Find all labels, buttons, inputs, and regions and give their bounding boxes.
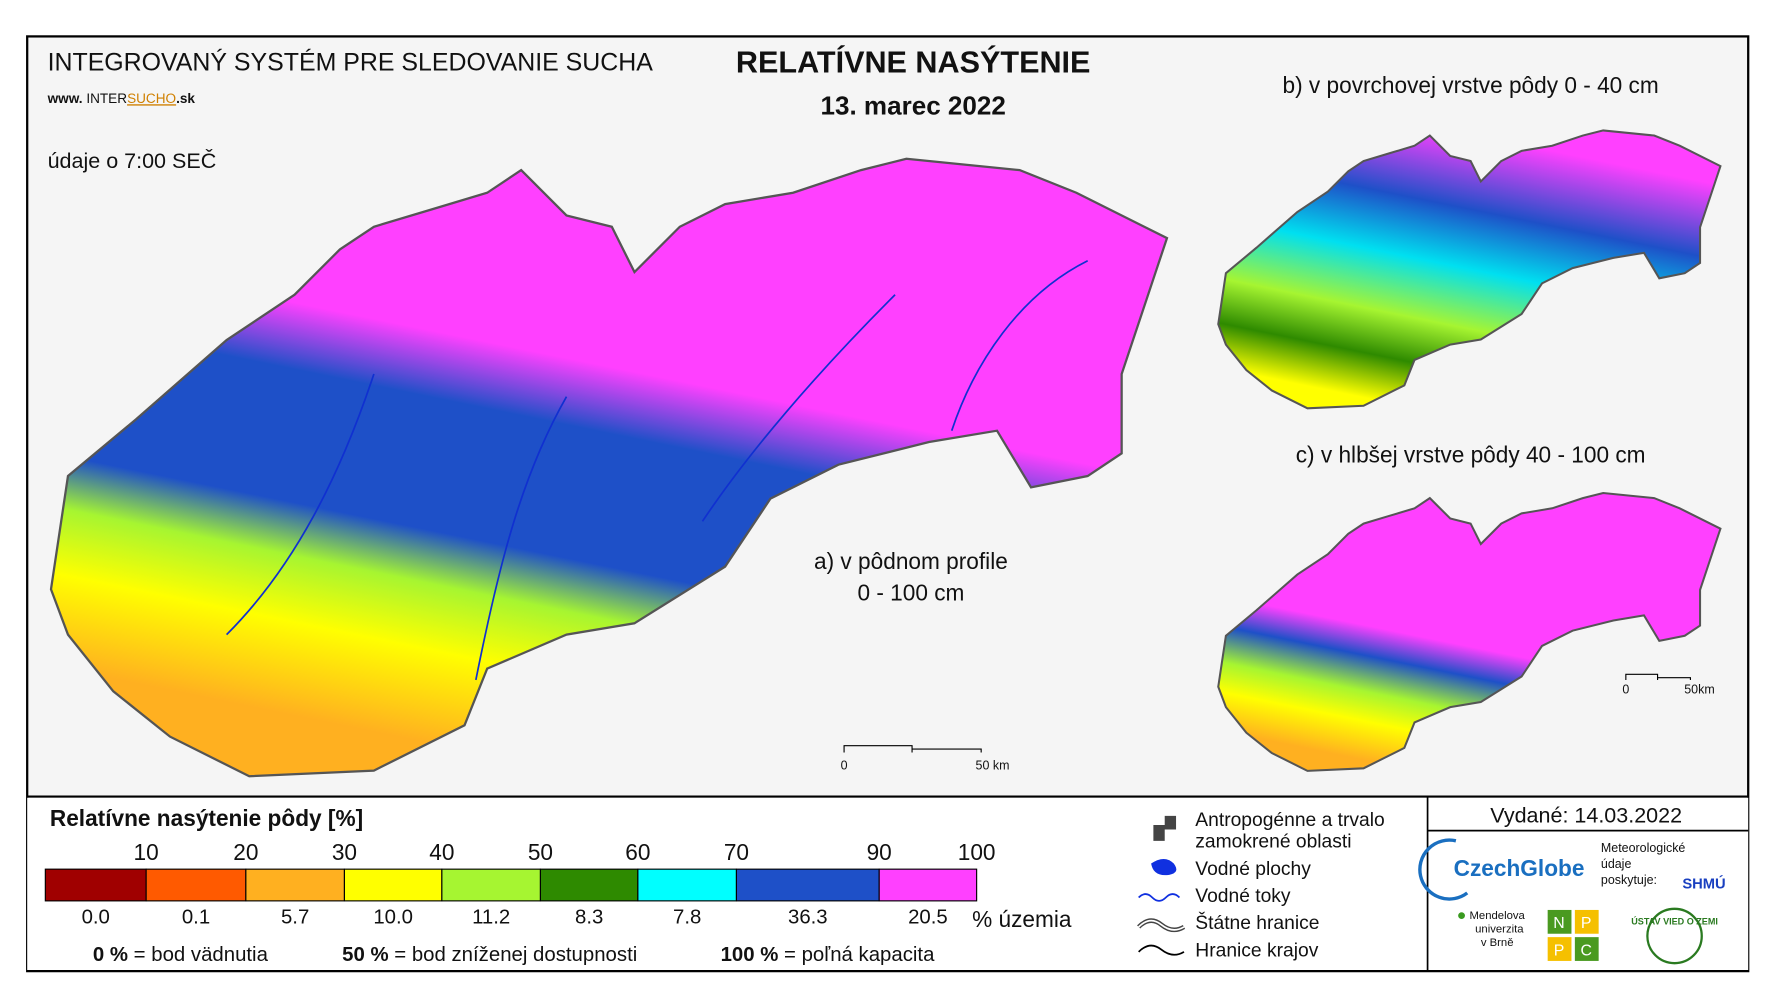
legend-bar: 0.0 0.1 5.7 10.0 11.2 8.3 7.8 36.3 20.5 10 20 30 40 5…: [44, 839, 996, 929]
legend-cell: [637, 868, 738, 902]
system-name: INTEGROVANÝ SYSTÉM PRE SLEDOVANIE SUCHA: [48, 47, 654, 76]
scale-bar: [843, 745, 982, 753]
logo-letter: C: [1580, 942, 1591, 959]
legend-cell: [878, 868, 978, 902]
symbol-label: Vodné plochy: [1195, 859, 1311, 880]
legend-cell: [539, 868, 639, 902]
symbol-label: Štátne hranice: [1195, 912, 1319, 934]
legend-threshold: 90: [867, 839, 892, 865]
logo-letter: N: [1553, 915, 1564, 932]
legend-share: 11.2: [472, 907, 510, 929]
symbol-label: Hranice krajov: [1195, 940, 1318, 961]
date: 13. marec 2022: [820, 91, 1005, 121]
symbol-label: zamokrené oblasti: [1195, 832, 1351, 853]
logo-nppc: [1574, 937, 1599, 961]
icon-region: [1138, 944, 1185, 956]
logo-text: v Brně: [1481, 937, 1514, 949]
logo-letter: P: [1581, 915, 1592, 932]
logo-shmu: SHMÚ: [1682, 874, 1725, 892]
icon-urban: [1153, 815, 1177, 841]
legend-threshold: 10: [134, 839, 159, 865]
legend-cell: [343, 868, 443, 902]
legend-share: 7.8: [673, 907, 701, 929]
logo-text: ÚSTAV VIED O ZEMI: [1631, 916, 1718, 927]
legend-threshold: 100: [958, 839, 996, 865]
legend-cell: [44, 868, 147, 902]
legend-title: Relatívne nasýtenie pôdy [%]: [50, 805, 363, 831]
icon-border: [1138, 919, 1185, 931]
note: 100 % = poľná kapacita: [721, 944, 935, 966]
logo-letter: P: [1554, 942, 1565, 959]
legend-threshold: 30: [332, 839, 357, 865]
map-depth: 0 - 100 cm: [857, 580, 964, 606]
logo-text: poskytuje:: [1601, 873, 1657, 887]
legend-cell: [245, 868, 345, 902]
logo-dot: [1458, 912, 1465, 920]
rivers: [225, 259, 1089, 681]
note: 50 % = bod zníženej dostupnosti: [342, 944, 637, 966]
logo-text: univerzita: [1475, 924, 1524, 936]
note: 0 % = bod vädnutia: [93, 944, 269, 966]
legend-share: 10.0: [373, 907, 413, 929]
logo-text: Meteorologické: [1601, 841, 1686, 855]
legend-share: 0.0: [82, 907, 110, 929]
map-label: a) v pôdnom profile: [814, 548, 1008, 574]
scale-bar: [1625, 673, 1691, 680]
scale-label: 50km: [1684, 683, 1714, 697]
legend-share: 36.3: [788, 907, 828, 929]
legend-cell: [441, 868, 542, 902]
legend-threshold: 50: [528, 839, 553, 865]
logo-nppc: [1547, 937, 1572, 961]
legend-threshold: 20: [233, 839, 258, 865]
url: www. INTERSUCHO.sk: [47, 91, 196, 106]
legend-share: 5.7: [281, 907, 309, 929]
logo-text: údaje: [1601, 857, 1632, 871]
time-note: údaje o 7:00 SEČ: [48, 148, 217, 173]
legend-share: 20.5: [908, 907, 948, 929]
legend-unit: % územia: [972, 906, 1072, 932]
symbol-label: Antropogénne a trvalo: [1195, 810, 1384, 831]
logo-czechglobe: CzechGlobe: [1454, 855, 1585, 881]
scale-label: 0: [841, 758, 848, 772]
legend-share: 8.3: [575, 907, 603, 929]
legend-share: 0.1: [182, 907, 210, 929]
icon-water: [1151, 858, 1177, 876]
legend-threshold: 70: [724, 839, 749, 865]
map-label: c) v hlbšej vrstve pôdy 40 - 100 cm: [1296, 441, 1646, 467]
logo-text: Mendelova: [1469, 910, 1525, 922]
logo-nppc: [1547, 909, 1572, 934]
logo-arc: [1418, 838, 1469, 901]
scale-label: 50 km: [976, 758, 1010, 772]
legend-cell: [735, 868, 880, 902]
legend-threshold: 40: [429, 839, 454, 865]
symbol-label: Vodné toky: [1195, 886, 1291, 907]
legend-cell: [145, 868, 247, 902]
icon-river: [1138, 893, 1181, 902]
logo-nppc: [1574, 909, 1599, 934]
scale-label: 0: [1622, 683, 1629, 697]
logo-uvz: [1646, 907, 1703, 965]
legend-threshold: 60: [625, 839, 650, 865]
title: RELATÍVNE NASÝTENIE: [736, 45, 1091, 80]
map-label: b) v povrchovej vrstve pôdy 0 - 40 cm: [1282, 72, 1658, 98]
issued: Vydané: 14.03.2022: [1490, 804, 1682, 828]
